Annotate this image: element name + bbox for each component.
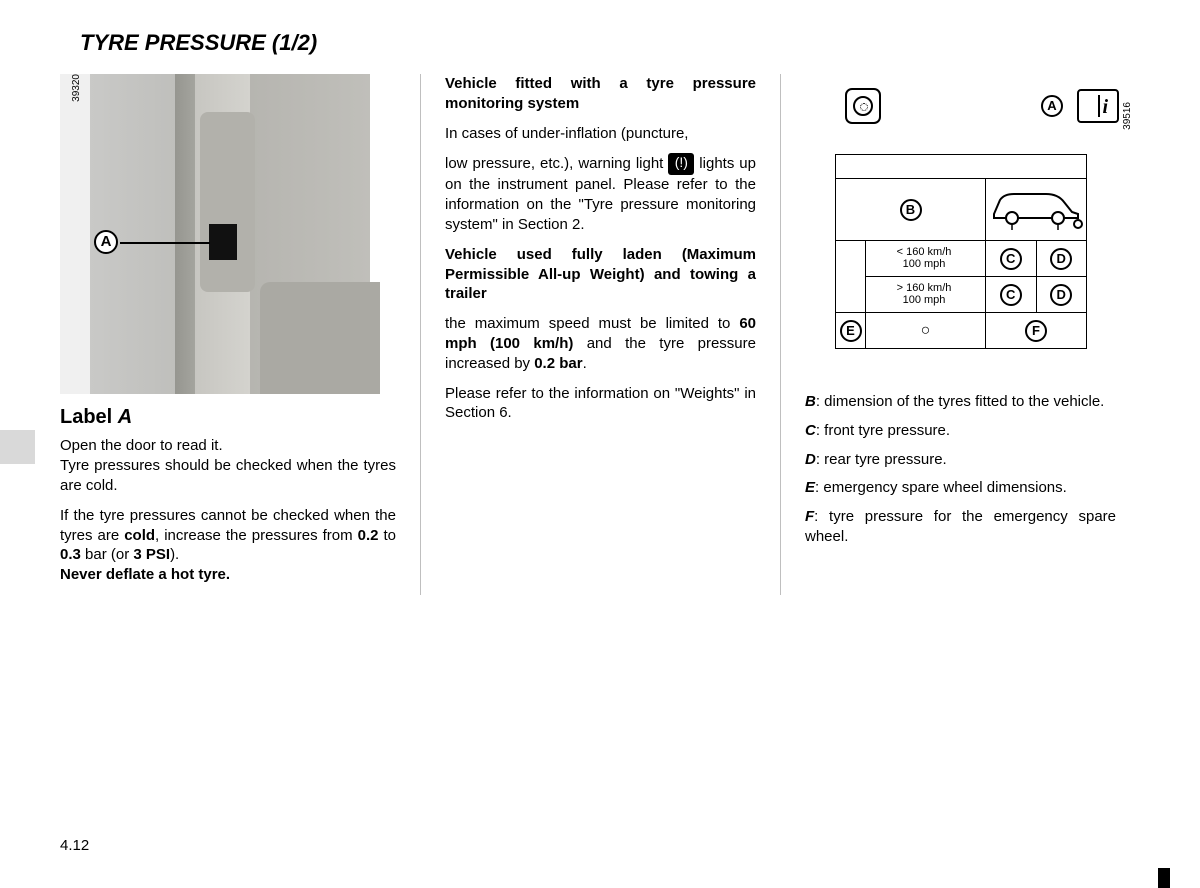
info-book-icon: i: [1077, 89, 1119, 123]
top-icons-row: A i: [845, 88, 1119, 124]
legend-text: : rear tyre pressure.: [816, 451, 947, 468]
page-title: TYRE PRESSURE (1/2): [80, 30, 317, 56]
bold: 3 PSI: [133, 546, 170, 563]
cell-f: F: [1025, 320, 1047, 342]
label-a-heading: Label A: [60, 404, 396, 430]
callout-a-top: A: [1041, 95, 1063, 117]
subheading: Vehicle used fully laden (Maximum Permis…: [445, 245, 756, 304]
table-row: [836, 155, 1087, 179]
cell-e: E: [840, 320, 862, 342]
column-3: 39516 A i B: [780, 74, 1140, 595]
text: the maximum speed must be limited to: [445, 315, 739, 332]
bold: Never deflate a hot tyre.: [60, 566, 230, 583]
pressure-label-figure: 39516 A i B: [805, 74, 1115, 374]
heading-ital: A: [118, 406, 132, 428]
speed: 160 km/h: [906, 282, 951, 294]
legend-text: : emergency spare wheel dimensions.: [815, 479, 1067, 496]
tyre-warning-icon: (!): [668, 153, 694, 175]
legend-key: E: [805, 479, 815, 496]
lt: <: [897, 246, 903, 258]
legend-key: D: [805, 451, 816, 468]
text: low pressure, etc.), warning light: [445, 155, 668, 172]
text: bar (or: [81, 546, 134, 563]
door-figure: 39320 A: [60, 74, 370, 394]
legend-text: : tyre pressure for the emergency spare …: [805, 508, 1116, 545]
speed: 100 mph: [903, 258, 946, 270]
bold: 0.2 bar: [534, 355, 582, 372]
bold: 0.2: [358, 527, 379, 544]
paragraph: Open the door to read it. Tyre pressures …: [60, 436, 396, 495]
cell-d: D: [1050, 248, 1072, 270]
legend: B: dimension of the tyres fitted to the …: [805, 392, 1116, 547]
legend-item: D: rear tyre pressure.: [805, 450, 1116, 470]
subheading: Vehicle fitted with a tyre pressure moni…: [445, 74, 756, 114]
table-row: E ○ F: [836, 313, 1087, 349]
spare-circle: ○: [921, 322, 931, 339]
cell-c: C: [1000, 248, 1022, 270]
callout-a: A: [94, 230, 118, 254]
text: ).: [170, 546, 179, 563]
tyre-icon: [845, 88, 881, 124]
corner-mark: [1158, 868, 1170, 888]
side-tab: [0, 430, 35, 464]
car-outline-icon: [986, 184, 1086, 230]
table-row: < 160 km/h100 mph C D: [836, 241, 1087, 277]
text: .: [583, 355, 587, 372]
text: Tyre pressures should be checked when th…: [60, 457, 396, 494]
gt: >: [897, 282, 903, 294]
door-panel-shade: [260, 282, 380, 394]
tyre-label-sticker: [209, 224, 237, 260]
paragraph: the maximum speed must be limited to 60 …: [445, 314, 756, 373]
door-panel-shade: [200, 112, 255, 292]
speed: 160 km/h: [906, 246, 951, 258]
legend-text: : dimension of the tyres fitted to the v…: [816, 393, 1105, 410]
text: , increase the pressures from: [155, 527, 358, 544]
paragraph: In cases of under-inflation (puncture,: [445, 124, 756, 144]
legend-key: B: [805, 393, 816, 410]
legend-key: C: [805, 422, 816, 439]
legend-item: C: front tyre pressure.: [805, 421, 1116, 441]
column-1: 39320 A Label A Open the door to read it…: [60, 74, 420, 595]
legend-item: E: emergency spare wheel dimensions.: [805, 478, 1116, 498]
legend-item: B: dimension of the tyres fitted to the …: [805, 392, 1116, 412]
pressure-table: B: [835, 154, 1087, 349]
paragraph: low pressure, etc.), warning light (!) l…: [445, 153, 756, 234]
callout-line: [120, 242, 210, 244]
content-columns: 39320 A Label A Open the door to read it…: [60, 74, 1140, 595]
cell-b: B: [900, 199, 922, 221]
legend-text: : front tyre pressure.: [816, 422, 950, 439]
text: to: [378, 527, 396, 544]
paragraph: Please refer to the information on "Weig…: [445, 384, 756, 424]
table-row: > 160 km/h100 mph C D: [836, 277, 1087, 313]
cell-c: C: [1000, 284, 1022, 306]
column-2: Vehicle fitted with a tyre pressure moni…: [420, 74, 780, 595]
legend-item: F: tyre pressure for the emergency spare…: [805, 507, 1116, 547]
bold: 0.3: [60, 546, 81, 563]
cell-d: D: [1050, 284, 1072, 306]
speed: 100 mph: [903, 294, 946, 306]
text: Open the door to read it.: [60, 437, 223, 454]
figure-ref-right: 39516: [1121, 102, 1134, 130]
figure-ref-left: 39320: [70, 74, 83, 102]
paragraph: If the tyre pressures cannot be checked …: [60, 506, 396, 585]
heading-text: Label: [60, 406, 118, 428]
legend-key: F: [805, 508, 814, 525]
page-number: 4.12: [60, 837, 89, 854]
bold: cold: [124, 527, 155, 544]
table-row: B: [836, 179, 1087, 241]
